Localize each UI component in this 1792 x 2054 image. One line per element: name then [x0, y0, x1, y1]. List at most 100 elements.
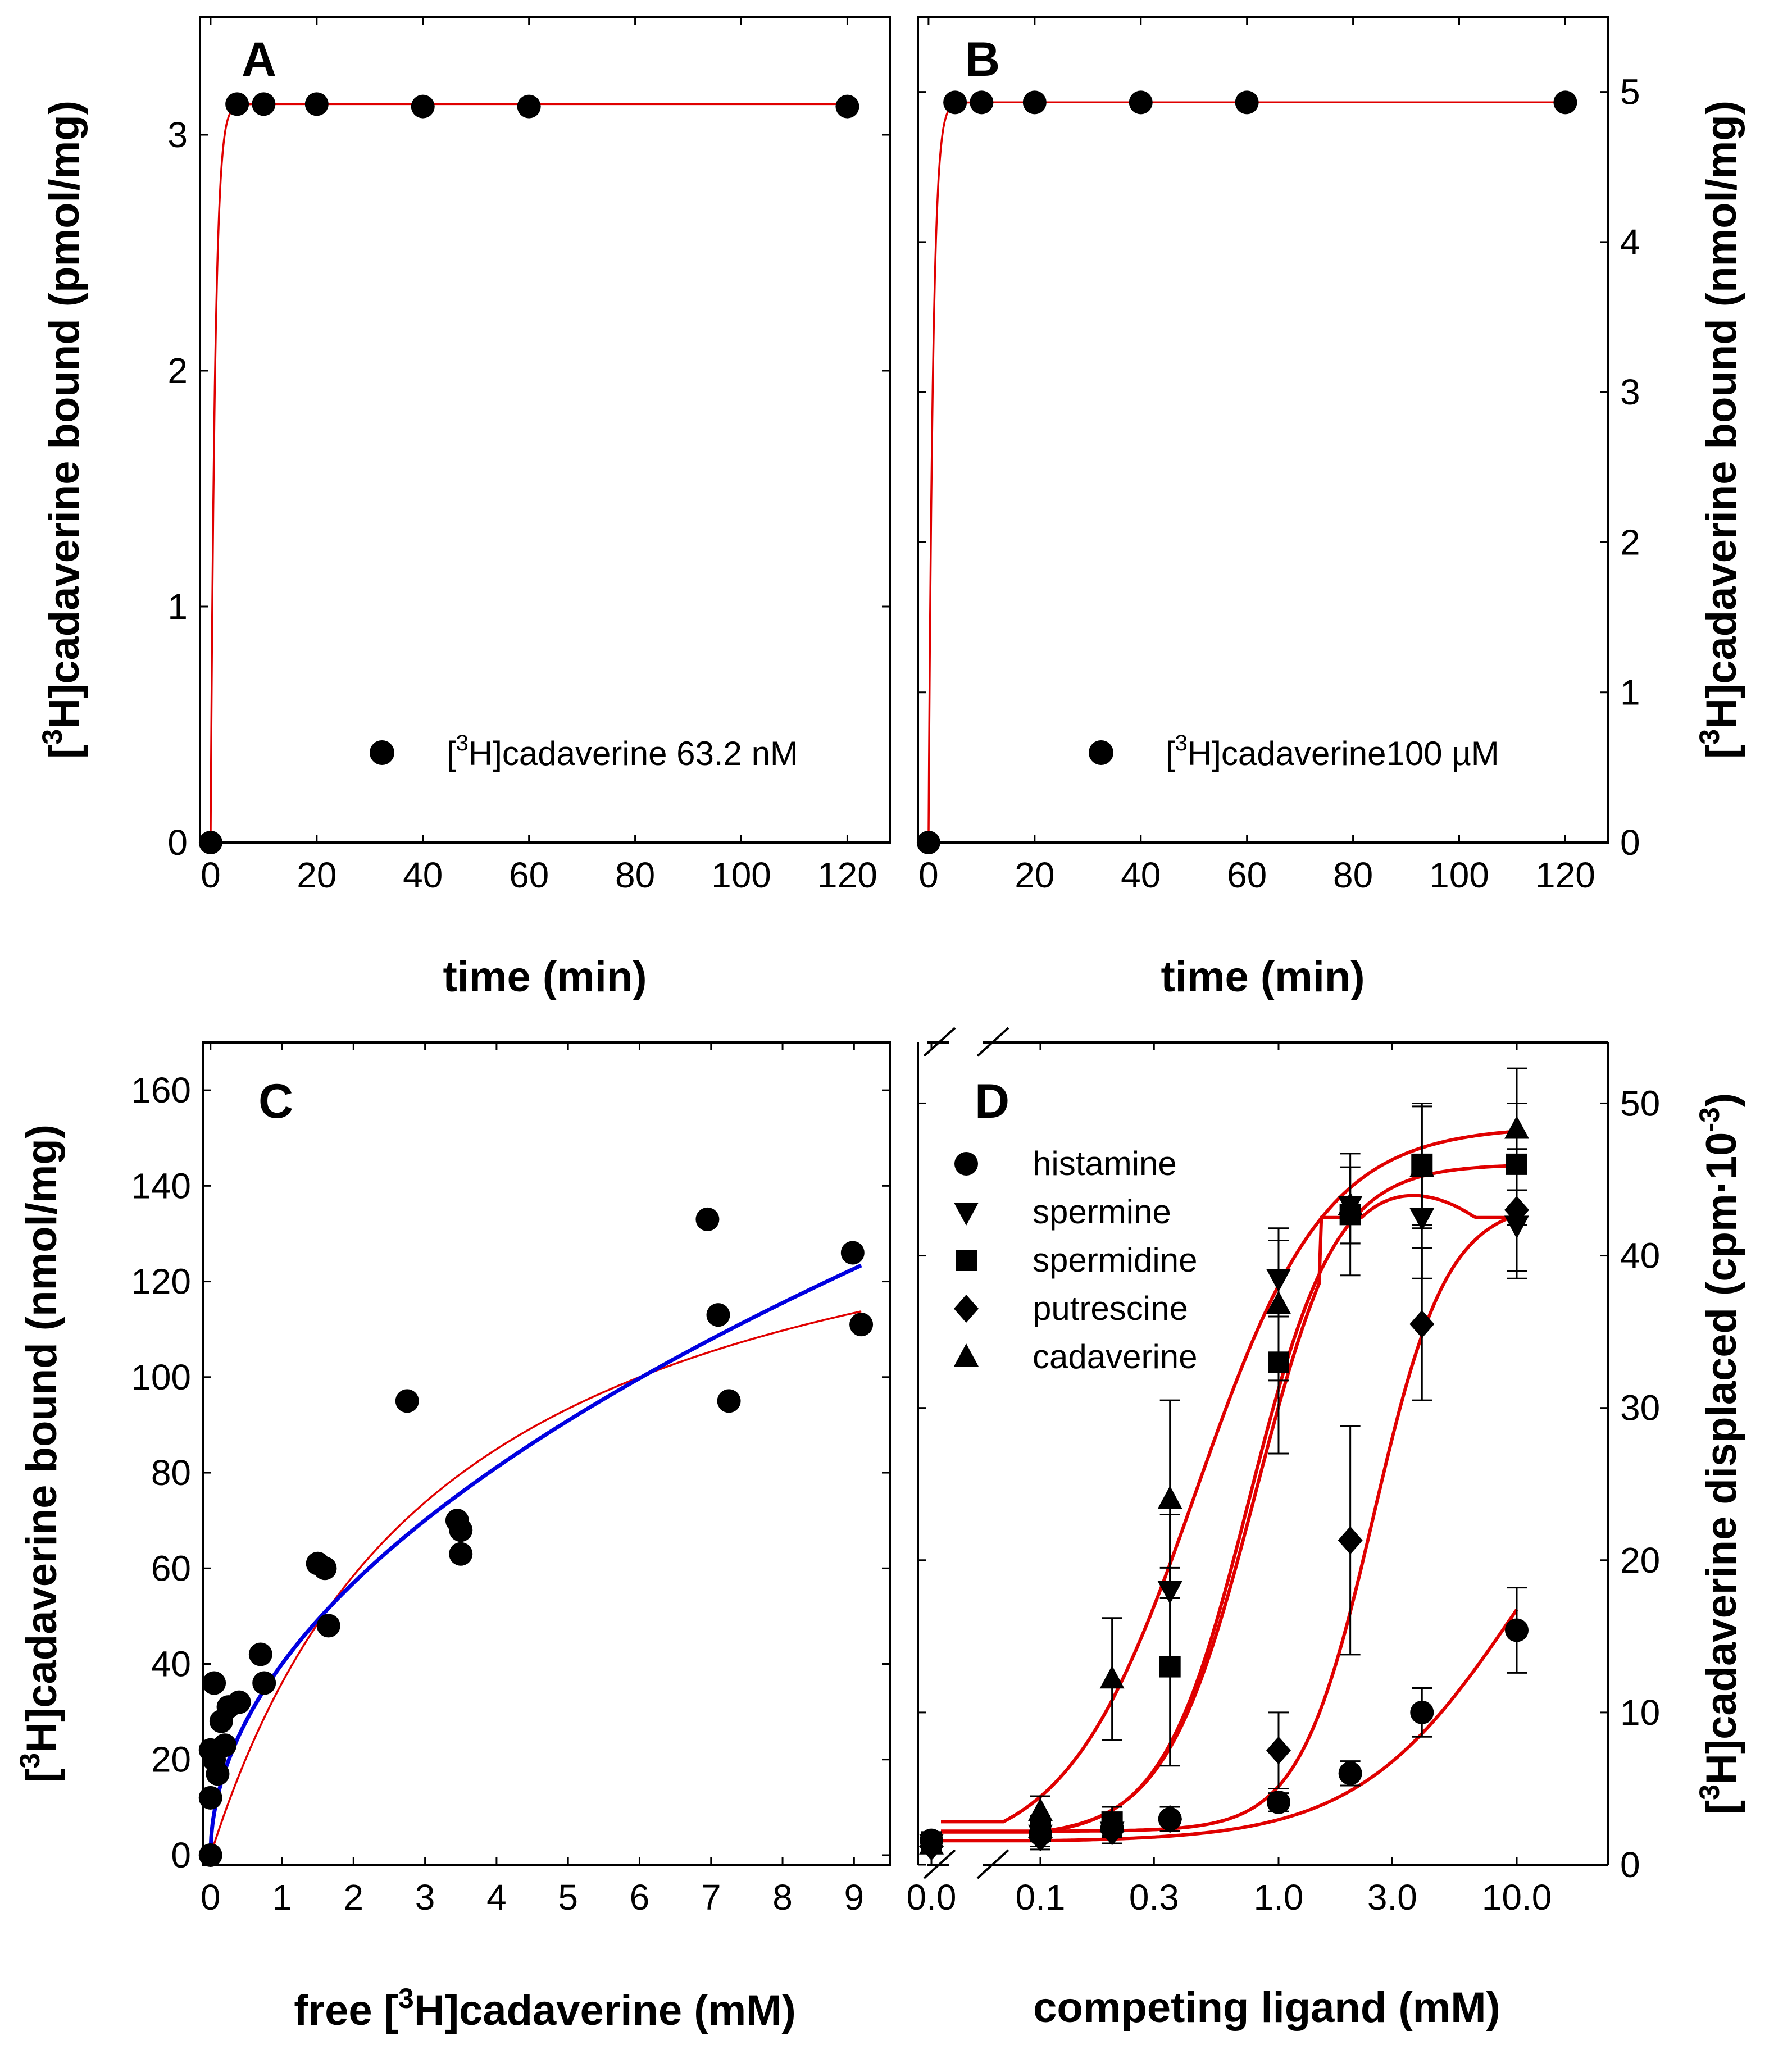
panel-a-legend: [3H]cadaverine 63.2 nM	[370, 731, 798, 772]
data-point	[227, 1690, 251, 1714]
panel-c-x-tick-label: 7	[701, 1877, 721, 1918]
panel-b-y-tick-label: 5	[1620, 72, 1640, 112]
legend-marker-spermidine	[956, 1250, 977, 1271]
data-point	[252, 92, 276, 116]
data-point	[449, 1518, 473, 1542]
panel-c-y-tick-label: 60	[151, 1548, 191, 1588]
panel-b-plot-content	[916, 90, 1577, 854]
panel-c-x-tick-label: 8	[772, 1877, 793, 1918]
data-point	[198, 1786, 222, 1810]
panel-a-frame	[199, 16, 891, 844]
panel-b-x-tick-label: 100	[1429, 855, 1489, 895]
data-point	[835, 94, 859, 119]
panel-c-x-tick-label: 5	[558, 1877, 578, 1918]
data-point-cadaverine	[1338, 1192, 1363, 1215]
panel-a-x-tick-label: 100	[711, 855, 771, 895]
panel-d-x-axis-label: competing ligand (mM)	[1033, 1984, 1500, 2032]
panel-a-x-tick-label: 60	[509, 855, 549, 895]
data-point	[943, 90, 967, 115]
panel-d-y-tick-label: 40	[1620, 1236, 1660, 1276]
panel-b-x-tick-label: 0	[918, 855, 939, 895]
data-point	[411, 94, 435, 119]
panel-d-top-axis-gap	[949, 1028, 983, 1057]
panel-c-x-tick-label: 2	[344, 1877, 364, 1918]
fit-curve-cadaverine	[941, 1130, 1516, 1824]
panel-b-x-tick-label: 20	[1015, 855, 1054, 895]
legend-label-spermidine: spermidine	[1033, 1241, 1197, 1279]
panel-b-x-tick-label: 80	[1333, 855, 1373, 895]
panel-d-x-tick-label: 3.0	[1367, 1877, 1417, 1918]
panel-c-plot-content	[198, 1207, 874, 1867]
data-point	[1022, 90, 1047, 115]
data-point	[316, 1614, 340, 1638]
panel-a-y-tick-label: 1	[167, 586, 188, 627]
panel-d: 0.0 0.1 0.3 1.0 3.0 10.0 0 10 20 30 40 50 D histami…	[907, 1027, 1745, 2032]
panel-c-axes: 0 1 2 3 4 5 6 7 8 9 0 20 40 60 80 100 120 140 160	[131, 1042, 890, 1918]
legend-label-histamine: histamine	[1033, 1145, 1177, 1182]
panel-d-axis-break-mark	[976, 1849, 1009, 1879]
panel-c-y-tick-label: 0	[171, 1835, 191, 1875]
data-point	[252, 1671, 276, 1695]
panel-a-letter: A	[242, 33, 276, 86]
panel-c-y-axis-label: [3H]cadaverine bound (nmol/mg)	[14, 1124, 66, 1783]
panel-d-y-tick-label: 10	[1620, 1692, 1660, 1733]
panel-d-bottom-axis-gap	[949, 1850, 983, 1879]
panel-a-x-tick-label: 40	[403, 855, 443, 895]
legend-marker-histamine	[954, 1152, 978, 1176]
panel-a-x-tick-label: 0	[201, 855, 221, 895]
panel-d-y-tick-label: 20	[1620, 1540, 1660, 1581]
data-point-histamine	[1338, 1761, 1362, 1786]
panel-c-x-tick-label: 3	[415, 1877, 435, 1918]
data-point	[517, 94, 541, 119]
panel-c-y-tick-label: 140	[131, 1165, 191, 1206]
panel-b-y-tick-label: 0	[1620, 822, 1640, 863]
panel-a-plot-content	[198, 92, 859, 854]
panel-b-axes: 0 20 40 60 80 100 120 0 1 2 3 4 5	[918, 17, 1640, 895]
panel-d-x-tick-label: 10.0	[1482, 1877, 1552, 1918]
panel-a-y-axis-label: [3H]cadaverine bound (pmol/mg)	[37, 101, 88, 759]
panel-c-y-tick-label: 80	[151, 1452, 191, 1493]
panel-c-frame	[202, 1041, 891, 1866]
data-point	[706, 1303, 730, 1327]
data-point-cadaverine	[1409, 1154, 1435, 1177]
fit-curve-power	[208, 1263, 862, 1856]
panel-a-y-tick-label: 0	[167, 822, 188, 863]
data-point	[1235, 90, 1259, 115]
data-point-cadaverine	[1099, 1665, 1125, 1689]
panel-d-axis-break-mark	[923, 1849, 956, 1879]
data-point-putrescine	[1028, 1823, 1053, 1852]
data-point	[248, 1642, 272, 1666]
panel-a-y-tick-label: 2	[167, 350, 188, 391]
data-point-putrescine	[1409, 1310, 1435, 1338]
panel-d-y-axis-label: [3H]cadaverine displaced (cpm·10-3)	[1694, 1093, 1745, 1814]
panel-b-legend-label: [3H]cadaverine100 µM	[1166, 731, 1499, 772]
fit-curve-histamine	[941, 1609, 1518, 1843]
panel-d-x-tick-label: 0.3	[1129, 1877, 1179, 1918]
data-point	[840, 1241, 865, 1265]
panel-a-legend-marker	[370, 740, 394, 765]
data-point	[225, 92, 249, 116]
panel-d-axes: 0.0 0.1 0.3 1.0 3.0 10.0 0 10 20 30 40 50	[907, 1042, 1660, 1918]
panel-c-x-tick-label: 6	[630, 1877, 650, 1918]
data-point	[395, 1389, 419, 1413]
panel-b: 0 20 40 60 80 100 120 0 1 2 3 4 5 B [3H]cadaverine10…	[916, 16, 1745, 1001]
panel-c-y-tick-label: 160	[131, 1070, 191, 1110]
panel-d-plot-content	[919, 1067, 1529, 1861]
data-point-cadaverine	[1028, 1798, 1053, 1821]
panel-a: 0 20 40 60 80 100 120 0 1 2 3 A [3H]cadaverine 63.…	[37, 16, 891, 1001]
data-point	[695, 1207, 720, 1231]
panel-b-letter: B	[965, 33, 1000, 86]
legend-marker-putrescine	[954, 1295, 979, 1323]
data-point-putrescine	[1338, 1526, 1363, 1555]
panel-d-x-tick-label: 0.0	[907, 1877, 957, 1918]
panel-d-y-tick-label: 0	[1620, 1844, 1640, 1885]
panel-b-y-tick-label: 2	[1620, 522, 1640, 562]
panel-c: 0 1 2 3 4 5 6 7 8 9 0 20 40 60 80 100 120 140 160 C free […	[14, 1041, 891, 2034]
panel-d-legend: histamine spermine spermidine putrescine cad…	[954, 1145, 1198, 1376]
panel-c-x-tick-label: 0	[201, 1877, 221, 1918]
data-point-cadaverine	[1266, 1291, 1291, 1314]
panel-b-x-tick-label: 60	[1227, 855, 1267, 895]
data-point-histamine	[1410, 1700, 1434, 1724]
panel-b-frame	[917, 16, 1609, 844]
